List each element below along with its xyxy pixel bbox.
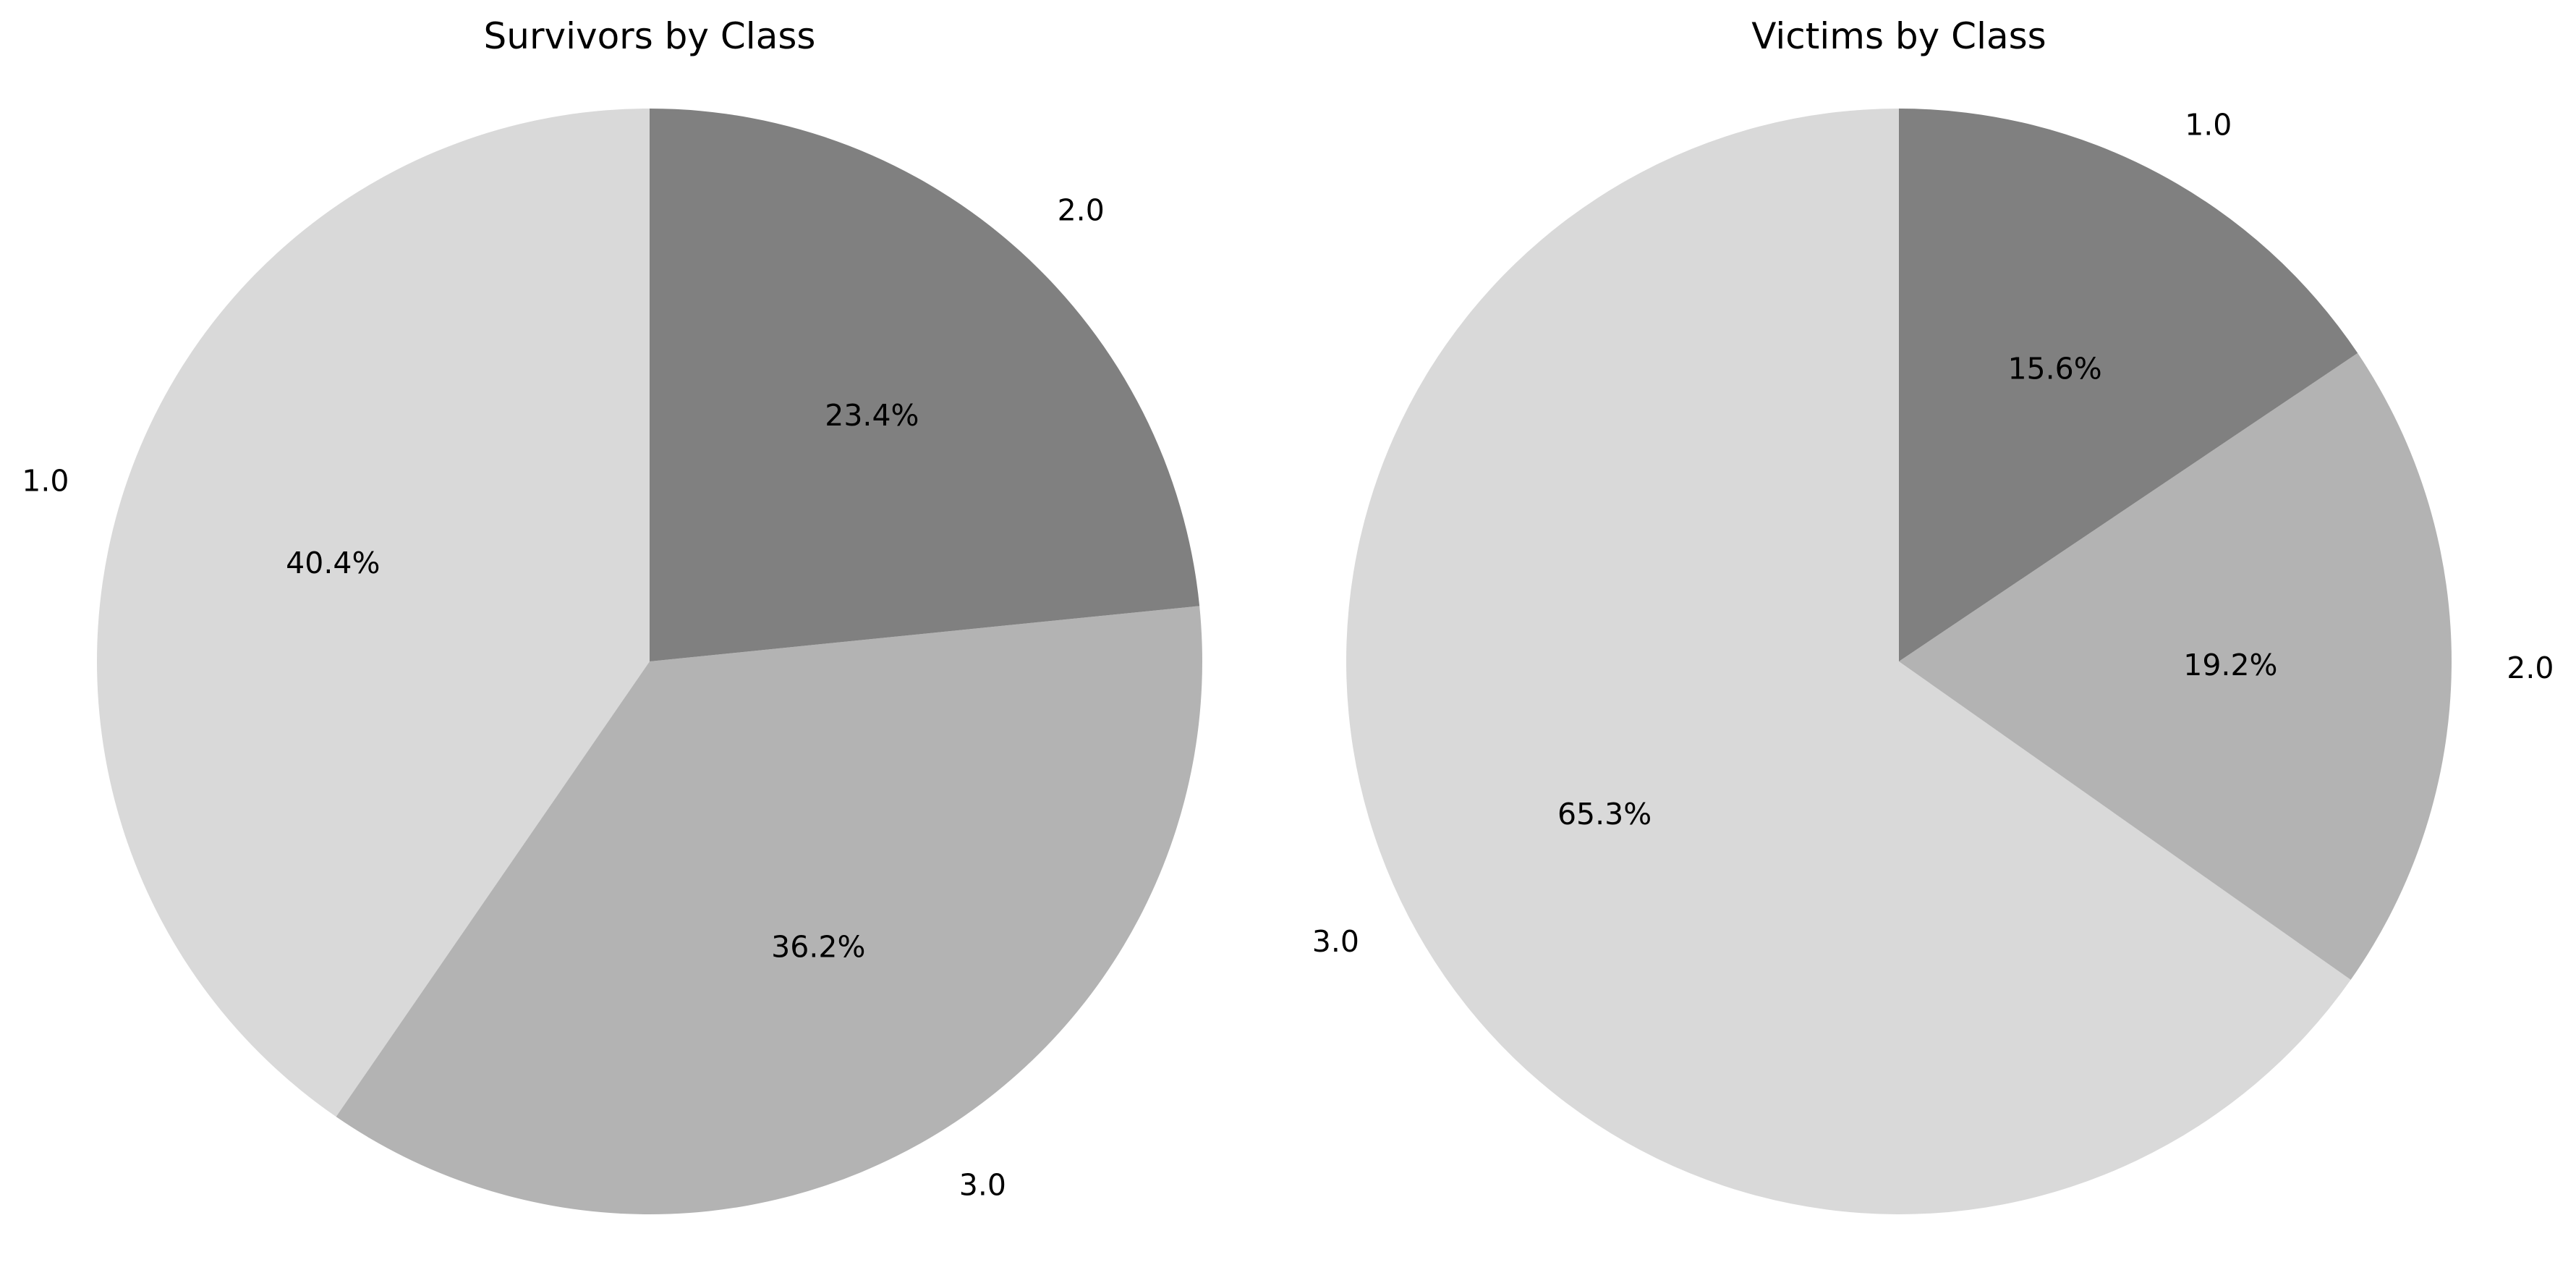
victims-percent-label-0: 65.3% <box>1557 797 1652 831</box>
victims-slices <box>1346 109 2452 1214</box>
survivors-pie-chart: Survivors by Class 40.4% 1.0 36.2% 3.0 23.4%… <box>22 15 1202 1214</box>
victims-percent-label-2: 15.6% <box>2007 352 2101 386</box>
survivors-class-label-2: 2.0 <box>1058 193 1105 228</box>
victims-labels: 65.3% 3.0 19.2% 2.0 15.6% 1.0 <box>1312 107 2554 959</box>
survivors-class-label-1: 3.0 <box>959 1167 1006 1202</box>
survivors-percent-label-0: 40.4% <box>286 546 380 580</box>
survivors-percent-label-2: 23.4% <box>825 398 919 433</box>
survivors-class-label-0: 1.0 <box>22 463 69 498</box>
victims-slice-1 <box>1899 352 2452 980</box>
victims-class-label-1: 2.0 <box>2507 651 2554 685</box>
survivors-slice-1 <box>336 606 1202 1214</box>
victims-slice-2 <box>1899 109 2358 661</box>
victims-class-label-2: 1.0 <box>2185 107 2232 142</box>
victims-chart-title: Victims by Class <box>1751 15 2046 57</box>
victims-slice-0 <box>1346 109 2351 1214</box>
survivors-chart-title: Survivors by Class <box>484 15 816 57</box>
survivors-slice-0 <box>97 109 650 1117</box>
survivors-slices <box>97 109 1202 1214</box>
survivors-slice-2 <box>650 109 1200 661</box>
victims-pie-chart: Victims by Class 65.3% 3.0 19.2% 2.0 15.6% 1.… <box>1312 15 2554 1214</box>
victims-class-label-0: 3.0 <box>1312 924 1359 959</box>
survivors-percent-label-1: 36.2% <box>771 930 865 965</box>
victims-percent-label-1: 19.2% <box>2183 648 2277 682</box>
survivors-labels: 40.4% 1.0 36.2% 3.0 23.4% 2.0 <box>22 193 1105 1203</box>
